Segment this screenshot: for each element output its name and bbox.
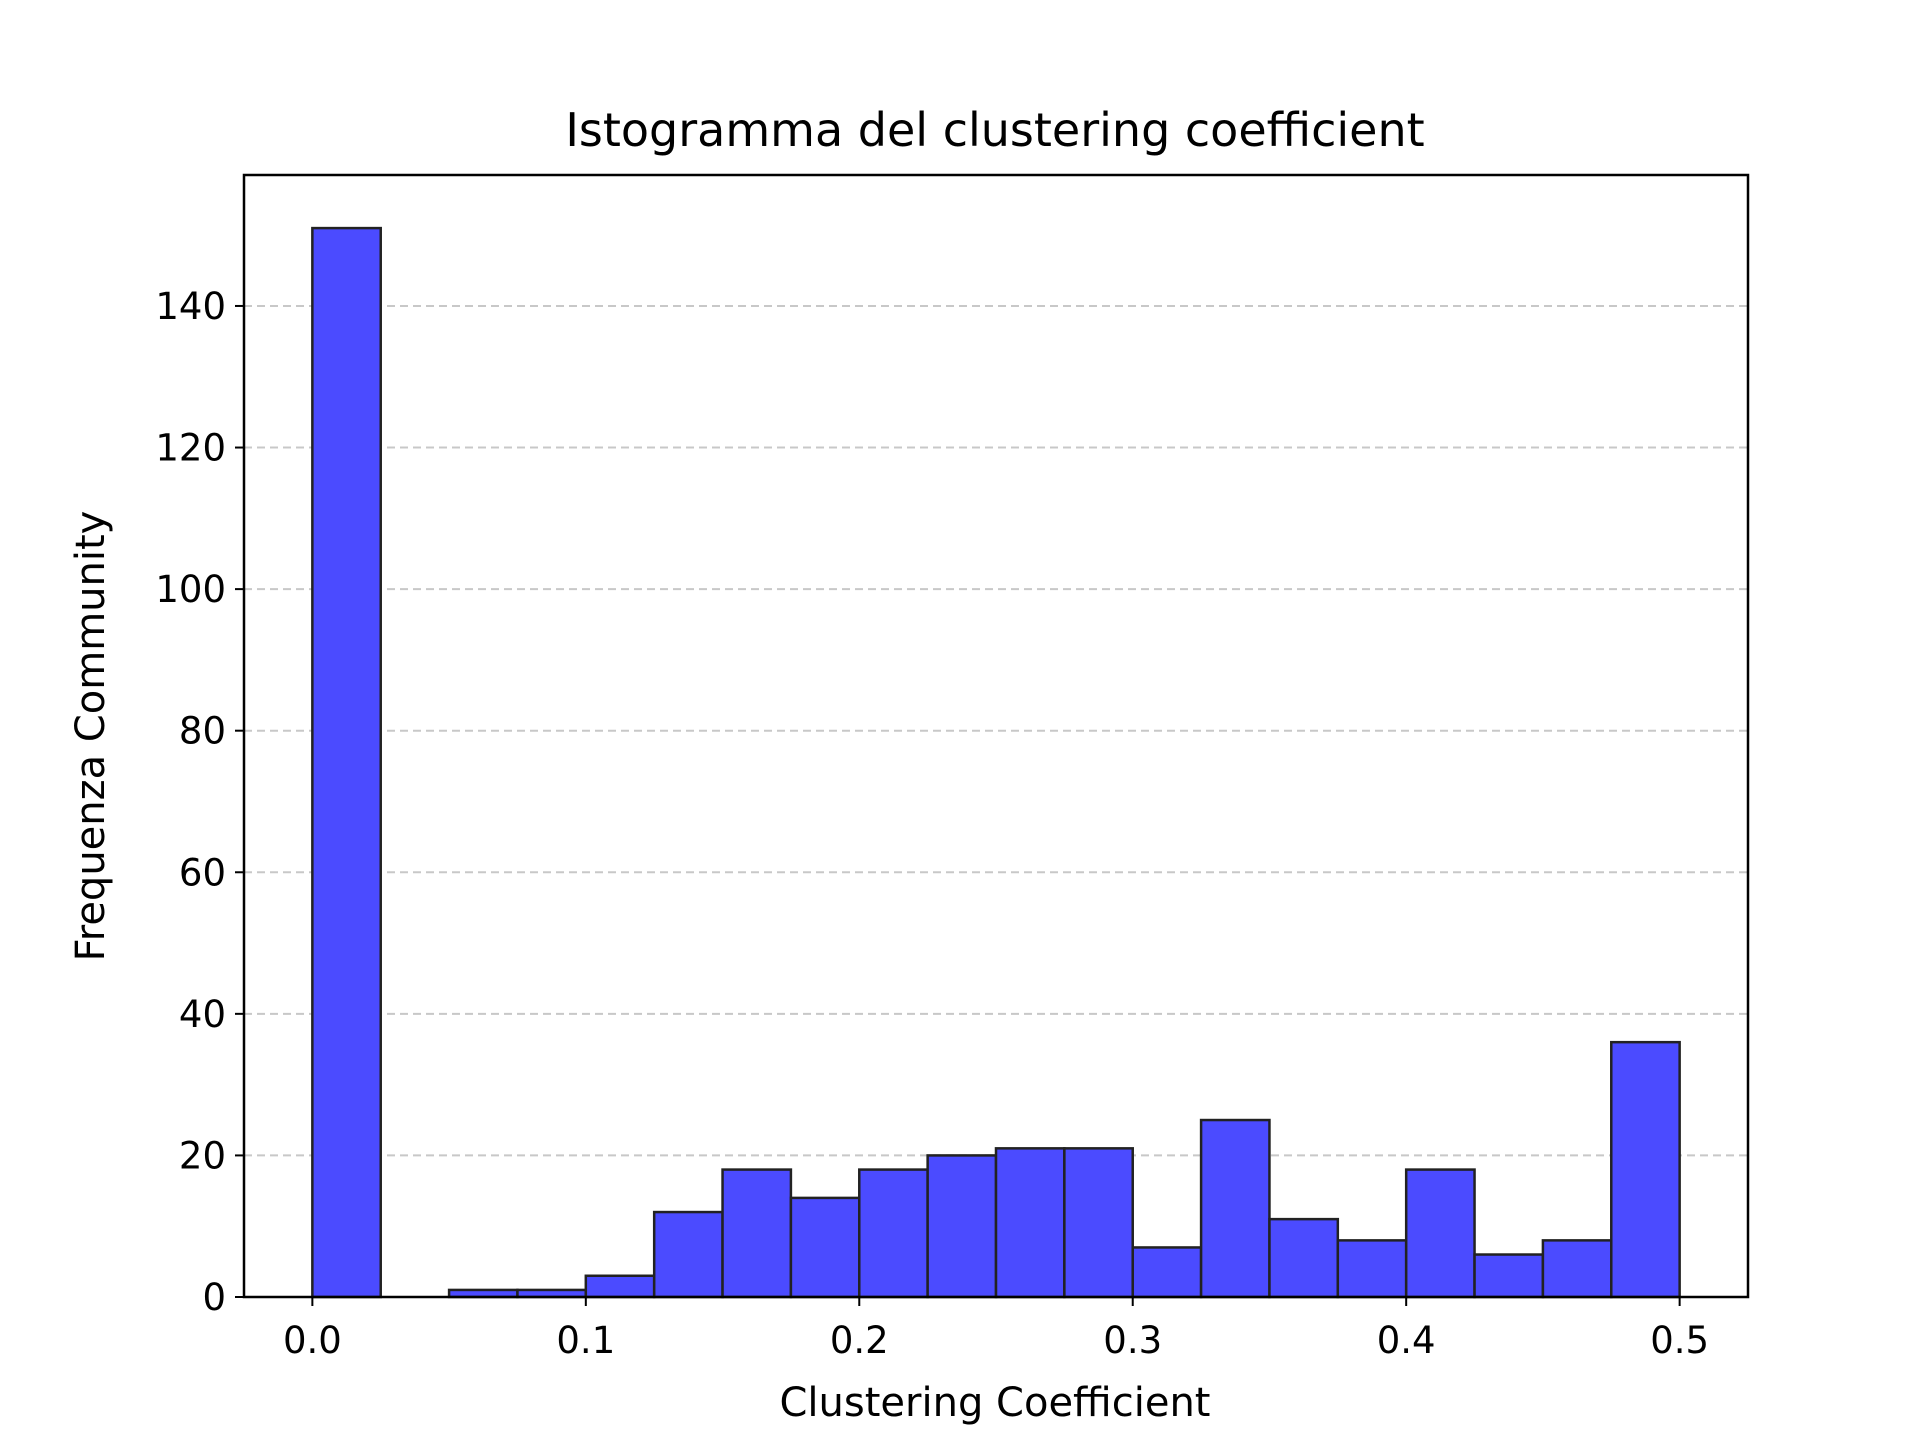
histogram-bar	[994, 1147, 1066, 1299]
x-tick-label: 0.1	[556, 1319, 615, 1362]
histogram-bar	[1610, 1040, 1681, 1299]
y-tick-label: 0	[202, 1276, 226, 1319]
y-tick-label: 120	[155, 427, 226, 470]
bars-layer	[311, 226, 1681, 1299]
x-tick-label: 0.5	[1650, 1319, 1709, 1362]
x-tick-label: 0.0	[283, 1319, 342, 1362]
histogram-bar	[1541, 1239, 1613, 1299]
ticks-layer: 0 20 40 60 80 100 120 140 0.0 0.1 0.2 0.3 0.4 0.5	[155, 285, 1709, 1362]
histogram-bar	[1268, 1217, 1340, 1299]
histogram-bar	[584, 1274, 656, 1299]
x-axis-label: Clustering Coefficient	[780, 1380, 1211, 1426]
x-tick-label: 0.3	[1103, 1319, 1162, 1362]
histogram-bar	[858, 1168, 929, 1299]
axes-frame	[242, 173, 1750, 1299]
y-tick-label: 20	[179, 1134, 226, 1177]
histogram-bar	[789, 1196, 861, 1299]
histogram-bar	[721, 1168, 793, 1299]
y-tick-label: 80	[179, 710, 226, 753]
histogram-bar	[926, 1154, 998, 1299]
histogram-bar	[1473, 1253, 1545, 1299]
x-tick-label: 0.4	[1377, 1319, 1436, 1362]
y-tick-label: 140	[155, 285, 226, 328]
chart-title: Istogramma del clustering coefficient	[565, 103, 1424, 157]
histogram-bar	[652, 1210, 724, 1299]
histogram-bar	[1404, 1168, 1476, 1299]
histogram-bar	[1199, 1118, 1271, 1299]
histogram-bar	[1131, 1246, 1203, 1299]
y-tick-label: 40	[179, 993, 226, 1036]
histogram-bar	[311, 226, 382, 1299]
grid-layer	[244, 304, 1748, 1298]
y-tick-label: 60	[179, 851, 226, 894]
y-tick-label: 100	[155, 568, 226, 611]
histogram-bar	[1063, 1147, 1134, 1299]
x-tick-label: 0.2	[830, 1319, 889, 1362]
y-axis-label: Frequenza Community	[68, 511, 114, 962]
histogram-bar	[1336, 1239, 1408, 1299]
